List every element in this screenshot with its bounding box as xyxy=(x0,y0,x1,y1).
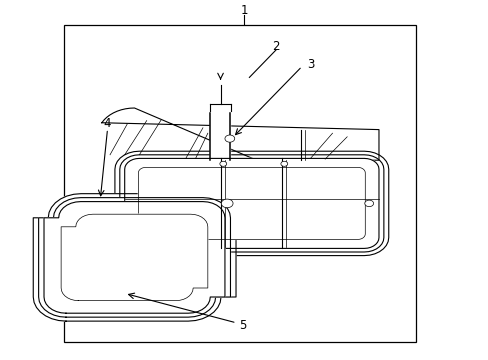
Text: 4: 4 xyxy=(103,117,111,130)
Bar xyxy=(63,25,415,342)
Circle shape xyxy=(364,200,373,207)
Polygon shape xyxy=(61,214,207,301)
Circle shape xyxy=(221,199,233,208)
Polygon shape xyxy=(124,158,378,248)
Polygon shape xyxy=(120,155,383,252)
Polygon shape xyxy=(210,113,229,160)
Polygon shape xyxy=(33,194,236,321)
Text: 3: 3 xyxy=(306,58,314,71)
Circle shape xyxy=(224,135,234,142)
Polygon shape xyxy=(138,167,365,239)
Text: 1: 1 xyxy=(240,4,248,17)
Text: 5: 5 xyxy=(238,319,245,332)
Polygon shape xyxy=(44,202,224,313)
Polygon shape xyxy=(102,108,378,160)
Polygon shape xyxy=(115,151,388,256)
Circle shape xyxy=(280,161,287,166)
Polygon shape xyxy=(39,198,230,317)
Circle shape xyxy=(220,161,226,166)
Text: 2: 2 xyxy=(271,40,279,53)
